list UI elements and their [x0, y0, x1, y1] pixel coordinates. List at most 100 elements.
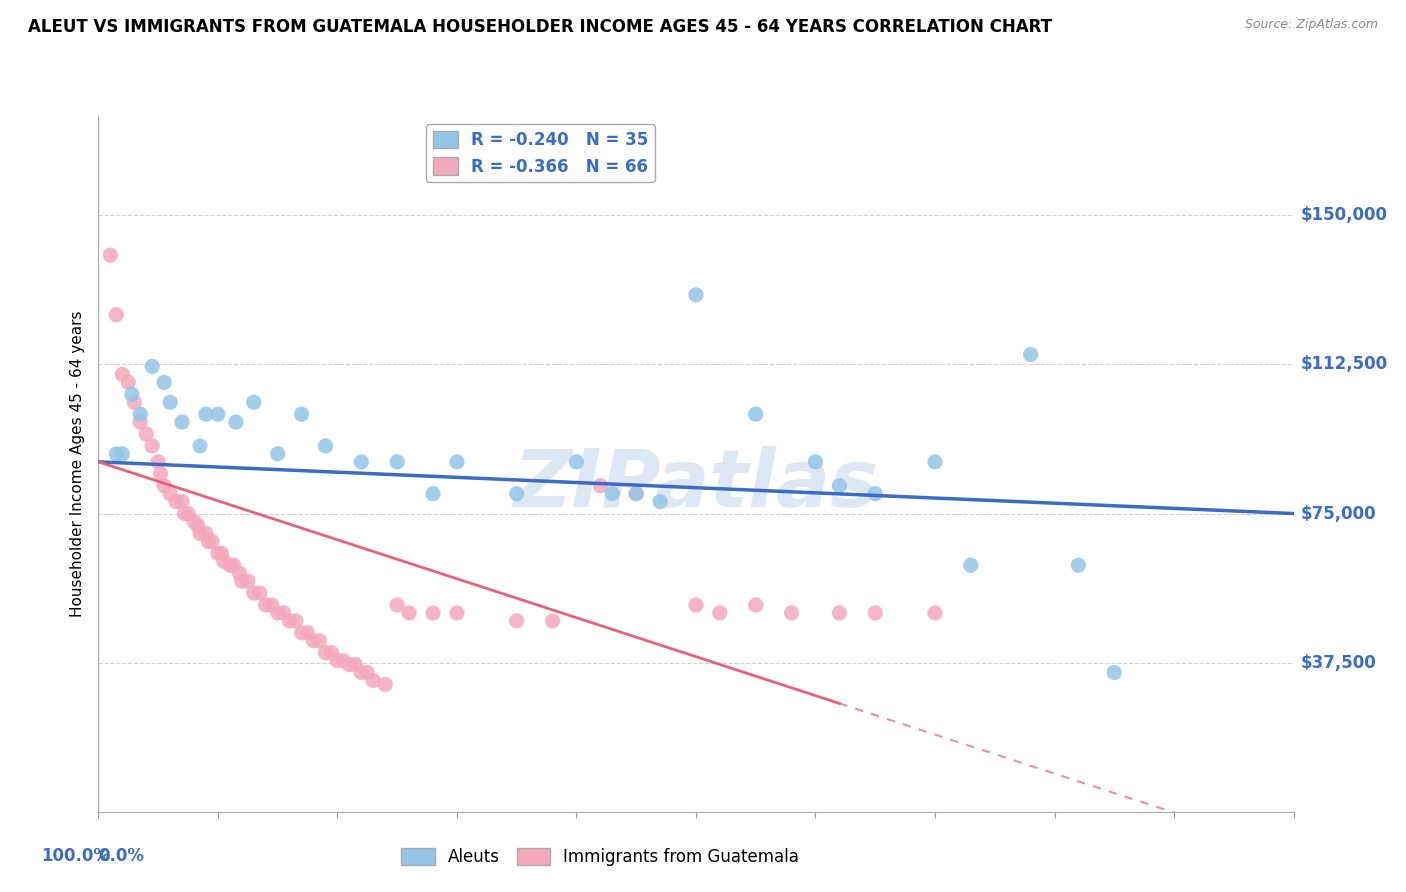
Legend: Aleuts, Immigrants from Guatemala: Aleuts, Immigrants from Guatemala: [395, 841, 806, 873]
Y-axis label: Householder Income Ages 45 - 64 years: Householder Income Ages 45 - 64 years: [69, 310, 84, 617]
Point: [129, 407, 152, 421]
Point: [172, 415, 194, 429]
Point: [780, 606, 803, 620]
Point: [374, 677, 396, 691]
Point: [207, 546, 229, 560]
Point: [290, 625, 312, 640]
Point: [236, 574, 259, 588]
Point: [153, 376, 176, 390]
Point: [385, 455, 409, 469]
Point: [506, 614, 529, 628]
Point: [267, 606, 290, 620]
Point: [177, 507, 200, 521]
Point: [541, 614, 564, 628]
Point: [1019, 347, 1042, 361]
Point: [211, 546, 233, 560]
Point: [135, 427, 157, 442]
Point: [173, 507, 195, 521]
Point: [332, 654, 354, 668]
Text: $112,500: $112,500: [1301, 355, 1388, 374]
Point: [308, 633, 330, 648]
Point: [709, 606, 731, 620]
Point: [506, 486, 529, 500]
Point: [302, 633, 325, 648]
Point: [111, 368, 134, 382]
Text: ZIPatlas: ZIPatlas: [513, 446, 879, 524]
Point: [141, 359, 163, 374]
Point: [422, 486, 444, 500]
Point: [212, 554, 235, 568]
Point: [863, 486, 886, 500]
Point: [350, 665, 373, 680]
Point: [565, 455, 588, 469]
Point: [121, 387, 143, 401]
Point: [398, 606, 420, 620]
Point: [188, 439, 211, 453]
Point: [197, 534, 219, 549]
Point: [254, 598, 277, 612]
Text: ALEUT VS IMMIGRANTS FROM GUATEMALA HOUSEHOLDER INCOME AGES 45 - 64 YEARS CORRELA: ALEUT VS IMMIGRANTS FROM GUATEMALA HOUSE…: [28, 18, 1052, 36]
Point: [149, 467, 172, 481]
Point: [1102, 665, 1125, 680]
Point: [231, 574, 253, 588]
Point: [267, 447, 290, 461]
Point: [159, 486, 181, 500]
Point: [745, 407, 768, 421]
Point: [225, 415, 247, 429]
Point: [124, 395, 146, 409]
Point: [290, 407, 312, 421]
Point: [117, 376, 139, 390]
Point: [356, 665, 378, 680]
Point: [201, 534, 224, 549]
Point: [228, 566, 250, 581]
Point: [745, 598, 768, 612]
Point: [326, 654, 349, 668]
Point: [685, 288, 707, 302]
Point: [183, 515, 205, 529]
Text: 100.0%: 100.0%: [41, 847, 111, 864]
Point: [350, 455, 373, 469]
Point: [624, 486, 647, 500]
Point: [315, 646, 337, 660]
Point: [194, 526, 217, 541]
Point: [194, 407, 217, 421]
Point: [321, 646, 343, 660]
Point: [98, 248, 122, 262]
Point: [141, 439, 163, 453]
Point: [685, 598, 707, 612]
Point: [446, 455, 468, 469]
Point: [172, 494, 194, 508]
Point: [363, 673, 385, 688]
Point: [600, 486, 623, 500]
Point: [159, 395, 181, 409]
Point: [446, 606, 468, 620]
Point: [242, 395, 264, 409]
Point: [273, 606, 295, 620]
Point: [219, 558, 242, 573]
Point: [260, 598, 283, 612]
Point: [111, 447, 134, 461]
Point: [148, 455, 170, 469]
Text: $150,000: $150,000: [1301, 206, 1388, 225]
Point: [344, 657, 367, 672]
Point: [959, 558, 981, 573]
Point: [105, 447, 128, 461]
Point: [278, 614, 301, 628]
Point: [804, 455, 827, 469]
Point: [222, 558, 245, 573]
Point: [924, 455, 946, 469]
Point: [422, 606, 444, 620]
Point: [242, 586, 264, 600]
Point: [828, 479, 851, 493]
Point: [315, 439, 337, 453]
Point: [284, 614, 307, 628]
Text: $75,000: $75,000: [1301, 505, 1376, 523]
Point: [188, 526, 211, 541]
Point: [249, 586, 271, 600]
Text: Source: ZipAtlas.com: Source: ZipAtlas.com: [1244, 18, 1378, 31]
Text: $37,500: $37,500: [1301, 654, 1376, 672]
Point: [863, 606, 886, 620]
Point: [337, 657, 360, 672]
Point: [624, 486, 647, 500]
Point: [589, 479, 612, 493]
